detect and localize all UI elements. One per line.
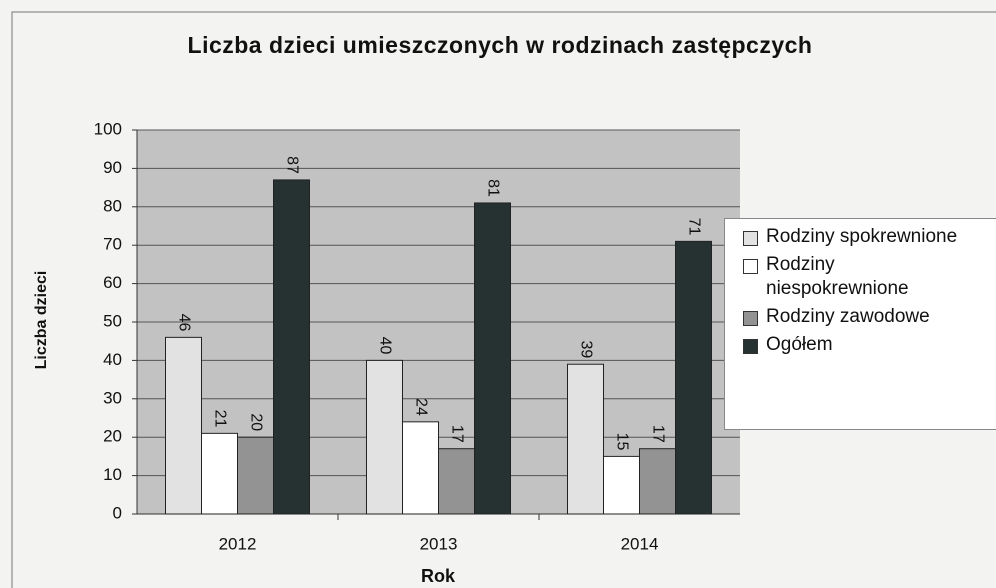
legend-swatch [743, 339, 758, 354]
data-label: 39 [577, 340, 594, 358]
bar [273, 179, 310, 515]
y-tick-label: 50 [103, 311, 122, 330]
data-label: 17 [649, 425, 666, 443]
legend-label: Rodziny spokrewnione [766, 226, 958, 247]
data-label: 15 [613, 433, 630, 451]
y-axis-label: Liczba dzieci [33, 271, 50, 370]
bar [237, 436, 274, 515]
y-tick-label: 30 [103, 388, 122, 407]
data-label: 21 [211, 410, 228, 428]
legend-label: Rodziny niespokrewnione [766, 254, 909, 299]
bar [201, 432, 238, 515]
data-label: 17 [448, 425, 465, 443]
bar [474, 202, 511, 515]
bar [603, 455, 640, 515]
legend-swatch [743, 259, 758, 274]
y-tick-label: 20 [103, 427, 122, 446]
data-label: 87 [283, 156, 300, 174]
bar [639, 448, 676, 515]
chart-title: Liczba dzieci umieszczonych w rodzinach … [187, 32, 813, 58]
legend-item: Rodziny niespokrewnione [743, 253, 996, 301]
data-label: 46 [175, 314, 192, 332]
legend-item: Rodziny spokrewnione [743, 225, 996, 249]
legend: Rodziny spokrewnione Rodziny niespokrewni… [724, 218, 996, 430]
x-tick-label: 2012 [219, 534, 257, 553]
legend-swatch [743, 311, 758, 326]
y-tick-label: 10 [103, 465, 122, 484]
legend-swatch [743, 231, 758, 246]
x-axis-label: Rok [421, 566, 456, 586]
y-tick-label: 70 [103, 235, 122, 254]
y-tick-label: 0 [113, 503, 122, 522]
data-label: 71 [685, 218, 702, 236]
bar [366, 359, 403, 515]
data-label: 24 [412, 398, 429, 416]
bar [402, 421, 439, 515]
legend-item: Ogółem [743, 333, 996, 357]
x-tick-label: 2014 [621, 534, 659, 553]
legend-item: Rodziny zawodowe [743, 305, 996, 329]
y-tick-label: 60 [103, 273, 122, 292]
frame [11, 11, 996, 588]
data-label: 81 [484, 179, 501, 197]
legend-label: Rodziny zawodowe [766, 306, 930, 327]
bar [438, 448, 475, 515]
x-tick-label: 2013 [420, 534, 458, 553]
y-tick-label: 80 [103, 196, 122, 215]
bar [165, 336, 202, 515]
y-tick-label: 40 [103, 350, 122, 369]
legend-label: Ogółem [766, 334, 833, 355]
y-tick-label: 100 [94, 119, 122, 138]
data-label: 20 [247, 413, 264, 431]
bar [675, 240, 712, 515]
y-tick-label: 90 [103, 158, 122, 177]
bar [567, 363, 604, 515]
data-label: 40 [376, 337, 393, 355]
